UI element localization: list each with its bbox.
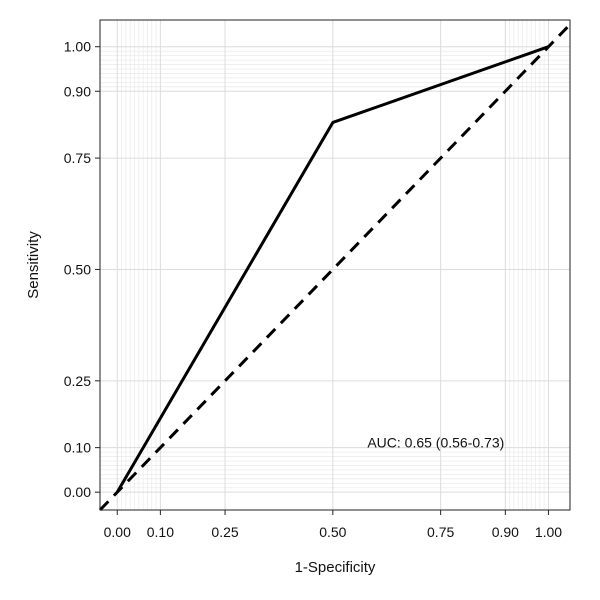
x-tick-label: 1.00	[535, 524, 562, 540]
y-tick-label: 0.25	[64, 373, 91, 389]
x-axis: 0.00 0.10 0.25 0.50 0.75 0.90 1.00	[104, 510, 562, 540]
y-axis-label: Sensitivity	[25, 231, 42, 299]
auc-annotation: AUC: 0.65 (0.56-0.73)	[367, 435, 504, 451]
minor-grid	[100, 20, 570, 510]
x-tick-label: 0.75	[427, 524, 454, 540]
reference-line	[98, 23, 572, 512]
x-tick-label: 0.25	[211, 524, 238, 540]
y-axis: 0.00 0.10 0.25 0.50 0.75 0.90 1.00	[64, 39, 100, 500]
y-tick-label: 0.10	[64, 440, 91, 456]
x-tick-label: 0.90	[492, 524, 519, 540]
major-grid	[100, 20, 570, 510]
roc-curve	[115, 45, 549, 493]
x-tick-label: 0.00	[104, 524, 131, 540]
y-tick-label: 0.50	[64, 261, 91, 277]
x-axis-label: 1-Specificity	[295, 559, 376, 576]
y-tick-label: 0.75	[64, 150, 91, 166]
y-tick-label: 0.90	[64, 83, 91, 99]
x-tick-label: 0.50	[319, 524, 346, 540]
y-tick-label: 1.00	[64, 39, 91, 55]
x-tick-label: 0.10	[147, 524, 174, 540]
y-tick-label: 0.00	[64, 484, 91, 500]
series-layer	[98, 23, 572, 512]
plot-panel-border	[99, 19, 571, 511]
